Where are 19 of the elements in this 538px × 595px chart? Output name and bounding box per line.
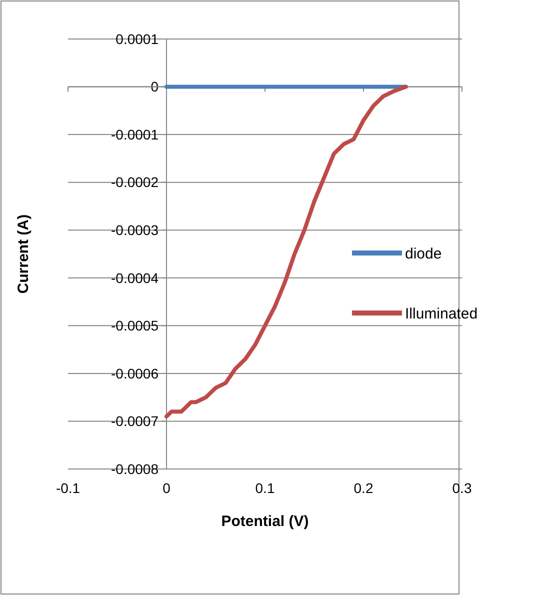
legend-label: diode xyxy=(405,245,442,262)
y-tick-label: -0.0008 xyxy=(111,460,159,477)
x-tick-label: 0.3 xyxy=(452,480,472,496)
y-tick-label: -0.0001 xyxy=(111,126,159,142)
y-tick-label: 0 xyxy=(150,78,159,95)
x-tick-label: 0.1 xyxy=(255,480,275,496)
y-tick-label: -0.0007 xyxy=(111,413,159,430)
y-tick-label: 0.0001 xyxy=(116,30,159,47)
y-axis-title: Current (A) xyxy=(15,214,32,294)
legend-label: Illuminated xyxy=(405,305,478,322)
x-tick-label: 0 xyxy=(162,480,171,496)
x-tick-label: -0.1 xyxy=(56,480,80,496)
y-tick-label: -0.0003 xyxy=(111,222,159,238)
x-tick-label: 0.2 xyxy=(354,480,374,496)
y-tick-label: -0.0002 xyxy=(111,174,159,190)
y-tick-label: -0.0004 xyxy=(111,270,159,286)
y-tick-label: -0.0006 xyxy=(111,365,159,382)
y-tick-label: -0.0005 xyxy=(111,318,159,334)
x-axis-title: Potential (V) xyxy=(221,513,309,530)
